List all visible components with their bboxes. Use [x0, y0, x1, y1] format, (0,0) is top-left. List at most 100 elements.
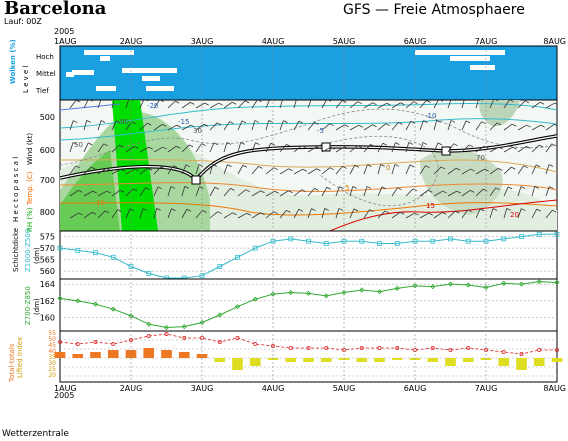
wind-barb-flag — [409, 164, 415, 168]
lifted-index-bar — [445, 358, 456, 366]
wind-barb — [335, 166, 343, 175]
wind-barb — [125, 208, 131, 219]
data-point — [483, 284, 489, 291]
wind-barb-flag — [117, 100, 119, 101]
wind-barb-flag — [78, 190, 83, 193]
data-point — [146, 270, 152, 276]
wind-barb — [139, 146, 149, 153]
wind-barb-flag — [302, 168, 307, 172]
wind-barb — [475, 168, 485, 175]
total-totals-point — [359, 346, 364, 350]
rh-label: 70 — [476, 154, 485, 162]
bottom-date-label: 1AUG — [54, 384, 77, 393]
wind-barb — [545, 124, 555, 131]
wind-barb — [363, 186, 368, 197]
y-tick-label: 575 — [40, 233, 55, 242]
wind-barb — [279, 144, 287, 153]
wind-barb — [363, 102, 373, 109]
wind-barb-flag — [117, 209, 122, 213]
wind-barb-flag — [217, 211, 222, 215]
wind-barb — [363, 164, 368, 175]
wind-barb — [377, 164, 382, 175]
index-tick-label: 35 — [48, 354, 56, 361]
wind-barb-flag — [554, 123, 557, 127]
wind-barb — [209, 211, 219, 219]
wind-barb-flag — [232, 212, 237, 216]
wind-barb-flag — [157, 186, 163, 190]
wind-barb-flag — [422, 142, 428, 145]
cloud-block — [84, 50, 134, 55]
z850-series — [57, 279, 560, 331]
wind-barb — [83, 142, 89, 153]
wind-barb-flag — [358, 124, 363, 128]
total-totals-point — [182, 336, 187, 340]
data-point — [234, 304, 241, 310]
wind-barb — [307, 168, 317, 175]
wind-barb — [503, 100, 510, 109]
wind-barb-flag — [148, 146, 153, 150]
wind-barb — [433, 142, 439, 153]
wind-barb-flag — [511, 123, 517, 127]
wind-barb-flag — [240, 142, 245, 145]
wind-barb — [447, 190, 457, 197]
wind-barb — [125, 146, 135, 153]
wind-barb — [181, 102, 191, 109]
thickness-panel — [59, 230, 558, 280]
wind-barb-flag — [381, 186, 387, 190]
wind-barb — [111, 209, 118, 219]
wind-barb-flag — [173, 165, 178, 169]
wind-barb — [223, 188, 231, 197]
wind-barb-flag — [258, 165, 263, 169]
wind-barb — [307, 188, 315, 197]
wind-barb-flag — [298, 120, 304, 124]
wind-barb-flag — [175, 145, 181, 149]
lifted-index-bar — [72, 354, 84, 358]
index-tick-label: 55 — [48, 330, 56, 337]
wind-barb-flag — [330, 146, 335, 150]
temp-label: 0 — [386, 164, 390, 172]
wind-barb-flag — [442, 211, 447, 215]
lifted-index-bar — [107, 350, 119, 358]
wind-barb-flag — [479, 208, 485, 212]
index-tick-label: 45 — [48, 342, 56, 349]
y-tick-label: 160 — [40, 314, 55, 323]
wind-barb-flag — [324, 208, 329, 211]
wind-barb-flag — [329, 123, 334, 127]
wind-barb-flag — [450, 120, 456, 123]
temp-label: 10 — [96, 199, 105, 207]
wind-barb — [475, 188, 484, 197]
data-point — [93, 250, 98, 256]
wind-barb — [391, 187, 398, 197]
wind-barb — [265, 167, 275, 175]
series-line — [59, 233, 557, 279]
wind-barb-flag — [539, 101, 545, 105]
data-point — [288, 236, 294, 242]
lifted-index-bar — [178, 352, 190, 358]
wind-barb-flag — [511, 166, 516, 170]
lifted-index-bar — [249, 358, 261, 366]
bottom-date-label: 7AUG — [475, 384, 498, 393]
wind-barb-flag — [229, 121, 234, 125]
data-point — [341, 289, 347, 296]
temp-label: 15 — [426, 202, 435, 210]
wind-barb-flag — [554, 102, 557, 105]
wind-barb — [489, 100, 494, 109]
wind-barb-flag — [367, 164, 372, 167]
wind-barb — [321, 123, 331, 131]
wind-barb-flag — [413, 101, 418, 105]
wind-barb-flag — [484, 168, 489, 172]
wind-barb-flag — [86, 120, 91, 123]
wind-barb-flag — [106, 168, 111, 171]
y-tick-label: 162 — [40, 297, 55, 306]
wind-barb-flag — [212, 164, 217, 167]
wind-barb — [517, 208, 522, 219]
wind-barb — [335, 186, 340, 197]
wind-barb — [69, 142, 74, 153]
wind-barb — [447, 210, 456, 219]
wind-barb — [349, 165, 356, 175]
wind-barb-flag — [316, 146, 321, 150]
wind-barb — [167, 186, 172, 197]
wind-barb-flag — [270, 142, 276, 146]
lifted-index-bar — [320, 358, 332, 362]
wind-barb-flag — [372, 124, 377, 128]
